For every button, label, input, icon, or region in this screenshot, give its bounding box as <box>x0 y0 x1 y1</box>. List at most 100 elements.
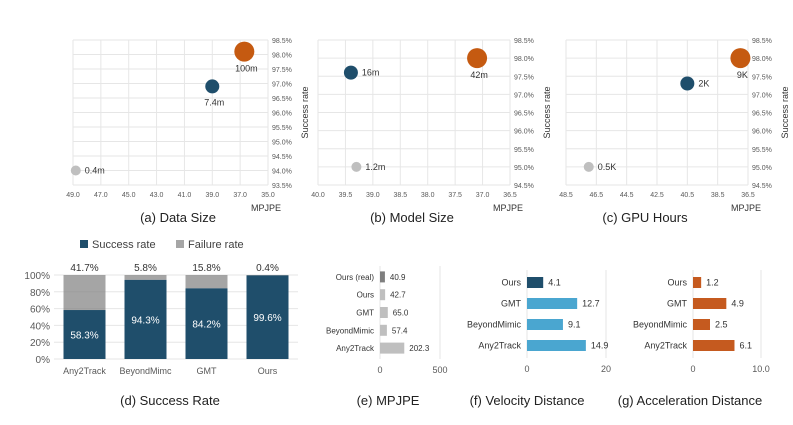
point-label: 0.5K <box>598 162 617 172</box>
bar-success <box>63 310 106 359</box>
y-tick-label: 95.0% <box>272 140 292 147</box>
bar-value-label: 2.5 <box>715 320 728 330</box>
legend: Success rate Failure rate <box>80 239 244 251</box>
bar <box>527 298 578 309</box>
legend-success-label: Success rate <box>92 239 156 251</box>
bar-failure <box>63 275 106 311</box>
y-tick-label: 97.0% <box>514 92 534 99</box>
bar-failure-label: 5.8% <box>134 263 157 274</box>
bar <box>527 340 586 351</box>
bar-failure-label: 15.8% <box>192 263 220 274</box>
bar <box>527 277 544 288</box>
charts-layer: 49.0 47.0 45.0 43.0 41.0 39.0 37.0 35.0 93.5% 94.… <box>24 38 790 376</box>
y-tick-label: 94.5% <box>514 183 534 190</box>
y-tick-label: 98.0% <box>514 56 534 63</box>
y-axis-title: Success rate <box>780 86 790 138</box>
point-label: 7.4m <box>204 97 224 107</box>
y-tick-label: 94.5% <box>272 154 292 161</box>
category-label: Ours <box>357 291 374 300</box>
x-axis-title: MPJPE <box>251 203 281 213</box>
scatter-point <box>343 65 358 80</box>
y-tick-label: 98.0% <box>752 56 772 63</box>
x-axis-title: MPJPE <box>493 203 523 213</box>
x-tick-label: 10.0 <box>752 364 770 374</box>
y-tick-label: 96.0% <box>514 129 534 136</box>
category-label: Any2Track <box>478 341 521 351</box>
bar-failure-label: 41.7% <box>70 263 98 274</box>
y-tick-label: 93.5% <box>272 183 292 190</box>
category-label: Ours <box>501 278 521 288</box>
y-tick-label: 95.5% <box>272 125 292 132</box>
point-label: 1.2m <box>365 162 385 172</box>
caption-g: (g) Acceleration Distance <box>618 393 763 408</box>
x-tick-label: 37.0 <box>476 192 490 199</box>
bar-value-label: 65.0 <box>393 309 409 318</box>
category-label: Ours <box>258 366 278 376</box>
scatter-point <box>351 161 362 172</box>
bar-value-label: 40.9 <box>390 273 406 282</box>
x-tick-label: 38.5 <box>393 192 407 199</box>
y-tick-label: 96.5% <box>752 111 772 118</box>
x-tick-label: 42.5 <box>650 192 664 199</box>
x-tick-label: 0 <box>377 365 382 375</box>
caption-d: (d) Success Rate <box>120 393 220 408</box>
y-tick-label: 100% <box>24 271 50 282</box>
y-tick-label: 0% <box>36 355 51 366</box>
bar-value-label: 4.9 <box>731 299 744 309</box>
y-axis-title: Success rate <box>542 86 552 138</box>
bar <box>380 342 405 354</box>
point-label: 9K <box>737 70 748 80</box>
y-tick-label: 96.0% <box>752 129 772 136</box>
x-tick-label: 47.0 <box>94 192 108 199</box>
bar <box>693 298 727 309</box>
y-tick-label: 80% <box>30 288 50 299</box>
x-tick-label: 35.0 <box>261 192 275 199</box>
x-tick-label: 37.0 <box>233 192 247 199</box>
y-tick-label: 97.5% <box>752 74 772 81</box>
y-tick-label: 98.5% <box>272 38 292 45</box>
x-tick-label: 49.0 <box>66 192 80 199</box>
bar <box>380 289 386 301</box>
x-tick-label: 40.0 <box>311 192 325 199</box>
x-tick-label: 36.5 <box>741 192 755 199</box>
bar-success-label: 94.3% <box>131 315 159 326</box>
bar-success <box>246 275 289 359</box>
y-tick-label: 95.0% <box>752 165 772 172</box>
scatter-point <box>205 79 220 94</box>
bar <box>380 307 388 318</box>
category-label: BeyondMimic <box>467 320 522 330</box>
bar-success-label: 58.3% <box>70 331 98 342</box>
y-tick-label: 97.5% <box>272 67 292 74</box>
category-label: BeyondMimic <box>633 320 688 330</box>
category-label: GMT <box>197 366 217 376</box>
scatter-point <box>730 48 751 69</box>
scatter-point <box>583 161 594 172</box>
bar <box>380 324 387 336</box>
bar-failure <box>124 275 167 280</box>
x-tick-label: 38.5 <box>711 192 725 199</box>
category-label: Ours <box>667 278 687 288</box>
scatter-point <box>70 165 81 176</box>
category-label: BeyondMimc <box>119 366 172 376</box>
y-tick-label: 96.5% <box>514 111 534 118</box>
category-label: Any2Track <box>644 341 687 351</box>
y-tick-label: 98.0% <box>272 53 292 60</box>
y-tick-label: 94.0% <box>272 169 292 176</box>
caption-b: (b) Model Size <box>370 210 454 225</box>
legend-failure-label: Failure rate <box>188 239 244 251</box>
caption-c: (c) GPU Hours <box>602 210 688 225</box>
point-label: 16m <box>362 68 380 78</box>
bar-value-label: 202.3 <box>409 344 430 353</box>
scatter-point <box>680 76 695 91</box>
y-tick-label: 20% <box>30 338 50 349</box>
y-axis-title: Success rate <box>300 86 310 138</box>
y-tick-label: 94.5% <box>752 183 772 190</box>
bar-value-label: 9.1 <box>568 320 581 330</box>
scatter-point <box>234 41 255 62</box>
bar-failure-label: 0.4% <box>256 263 279 274</box>
legend-failure-swatch <box>176 240 184 248</box>
y-tick-label: 98.5% <box>514 38 534 45</box>
x-tick-label: 40.5 <box>681 192 695 199</box>
bar-value-label: 4.1 <box>548 278 561 288</box>
x-tick-label: 43.0 <box>150 192 164 199</box>
